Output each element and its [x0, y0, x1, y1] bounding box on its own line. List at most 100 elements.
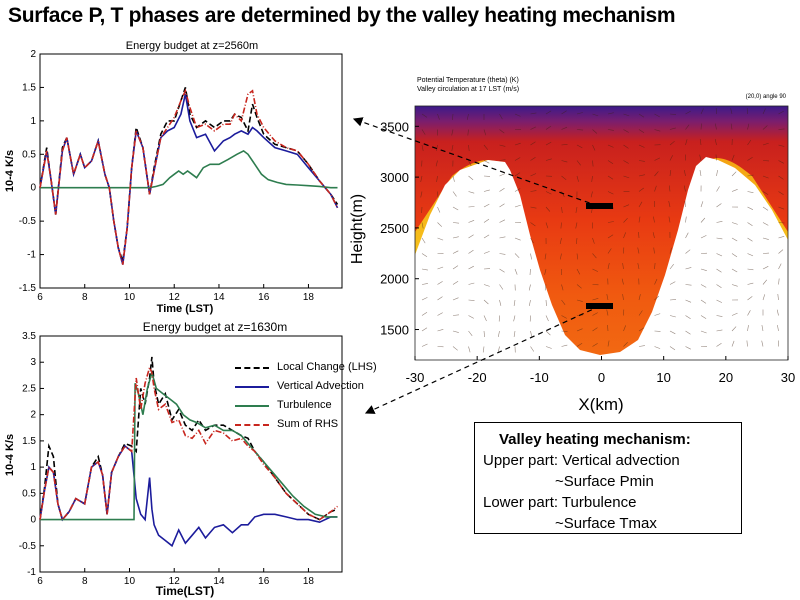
flow-vector	[669, 281, 676, 285]
flow-vector	[669, 299, 677, 301]
legend-label: Turbulence	[277, 399, 332, 411]
flow-vector	[669, 170, 672, 177]
flow-vector	[437, 296, 443, 301]
legend-label: Sum of RHS	[277, 418, 339, 430]
x-tick-label: 12	[169, 576, 181, 587]
flow-vector	[762, 125, 768, 130]
flow-vector	[545, 330, 551, 336]
field-header-line2: Valley circulation at 17 LST (m/s)	[417, 86, 519, 93]
flow-vector	[747, 139, 752, 146]
flow-vector	[468, 160, 472, 167]
flow-vector	[700, 330, 707, 334]
flow-vector	[778, 278, 780, 285]
flow-vector	[700, 299, 707, 304]
flow-vector	[545, 158, 552, 161]
flow-vector	[638, 310, 643, 316]
legend-entry-vertical-advection: Vertical Advection	[235, 377, 377, 396]
flow-vector	[561, 284, 564, 291]
flow-vector	[747, 123, 750, 130]
x-tick-label: 6	[37, 576, 43, 587]
legend-label: Vertical Advection	[277, 380, 364, 392]
flow-vector	[451, 129, 454, 136]
x-tick-label: 30	[781, 370, 795, 385]
flow-vector	[561, 191, 565, 197]
flow-vector	[762, 294, 766, 301]
flow-vector	[561, 299, 566, 305]
x-tick-label: 8	[82, 576, 88, 587]
series-line-turb	[40, 369, 338, 521]
x-axis-label: X(km)	[578, 395, 623, 414]
flow-vector	[668, 201, 671, 208]
flow-vector	[716, 237, 723, 240]
upper-part-label: Upper part: Vertical advection	[483, 452, 680, 469]
flow-vector	[499, 236, 506, 239]
flow-vector	[591, 175, 593, 182]
flow-vector	[606, 309, 609, 316]
flow-vector	[652, 232, 655, 239]
flow-vector	[499, 144, 506, 147]
flow-vector	[576, 328, 583, 332]
flow-vector	[778, 206, 785, 210]
field-header-line1: Potential Temperature (theta) (K)	[417, 77, 519, 84]
flow-vector	[561, 110, 567, 115]
flow-vector	[421, 129, 426, 135]
flow-vector	[747, 191, 754, 193]
flow-vector	[452, 265, 459, 270]
flow-vector	[685, 124, 690, 130]
flow-vector	[762, 191, 769, 195]
flow-vector	[747, 157, 753, 161]
y-tick-label: 3.5	[22, 331, 36, 342]
flow-vector	[576, 268, 581, 275]
flow-vector	[499, 268, 505, 273]
flow-vector	[576, 253, 579, 260]
flow-vector	[654, 185, 657, 192]
flow-vector	[421, 283, 428, 285]
flow-vector	[777, 293, 779, 301]
flow-vector	[468, 299, 475, 301]
flow-vector	[468, 220, 475, 223]
flow-vector	[669, 330, 676, 335]
flow-vector	[606, 294, 609, 301]
flow-vector	[654, 129, 661, 132]
legend-entry-sum-of-rhs: Sum of RHS	[235, 415, 377, 434]
flow-vector	[700, 217, 706, 223]
y-axis-label: 10-4 K/s	[4, 434, 16, 476]
flow-vector	[685, 110, 691, 115]
x-tick-label: 16	[258, 292, 270, 303]
slide-title: Surface P, T phases are determined by th…	[8, 4, 676, 27]
flow-vector	[576, 237, 578, 245]
y-axis-label: Height(m)	[349, 194, 366, 264]
flow-vector	[623, 325, 626, 332]
flow-vector	[607, 175, 614, 180]
flow-vector	[545, 222, 549, 229]
flow-vector	[637, 247, 640, 254]
flow-vector	[776, 309, 779, 316]
flow-vector	[683, 185, 686, 192]
y-tick-label: 2	[30, 410, 36, 421]
flow-vector	[468, 191, 475, 194]
flow-vector	[623, 113, 630, 117]
flow-vector	[638, 294, 641, 301]
y-tick-label: -0.5	[19, 541, 37, 552]
flow-vector	[437, 206, 441, 213]
flow-vector	[607, 160, 614, 165]
y-tick-label: -1	[27, 567, 36, 578]
flow-vector	[731, 326, 737, 332]
flow-vector	[731, 312, 738, 316]
flow-vector	[731, 171, 737, 177]
flow-vector	[685, 346, 691, 350]
flow-vector	[576, 343, 583, 347]
flow-vector	[762, 175, 769, 179]
x-axis-label: Time (LST)	[157, 303, 214, 315]
flow-vector	[700, 235, 707, 239]
flow-vector	[497, 346, 500, 353]
flow-vector	[762, 237, 769, 240]
x-tick-label: 10	[124, 576, 136, 587]
flow-vector	[716, 284, 722, 289]
flow-vector	[421, 327, 428, 332]
flow-vector	[607, 263, 610, 270]
flow-vector	[545, 125, 552, 130]
flow-vector	[452, 250, 459, 254]
flow-vector	[730, 123, 733, 130]
flow-vector	[592, 237, 595, 244]
